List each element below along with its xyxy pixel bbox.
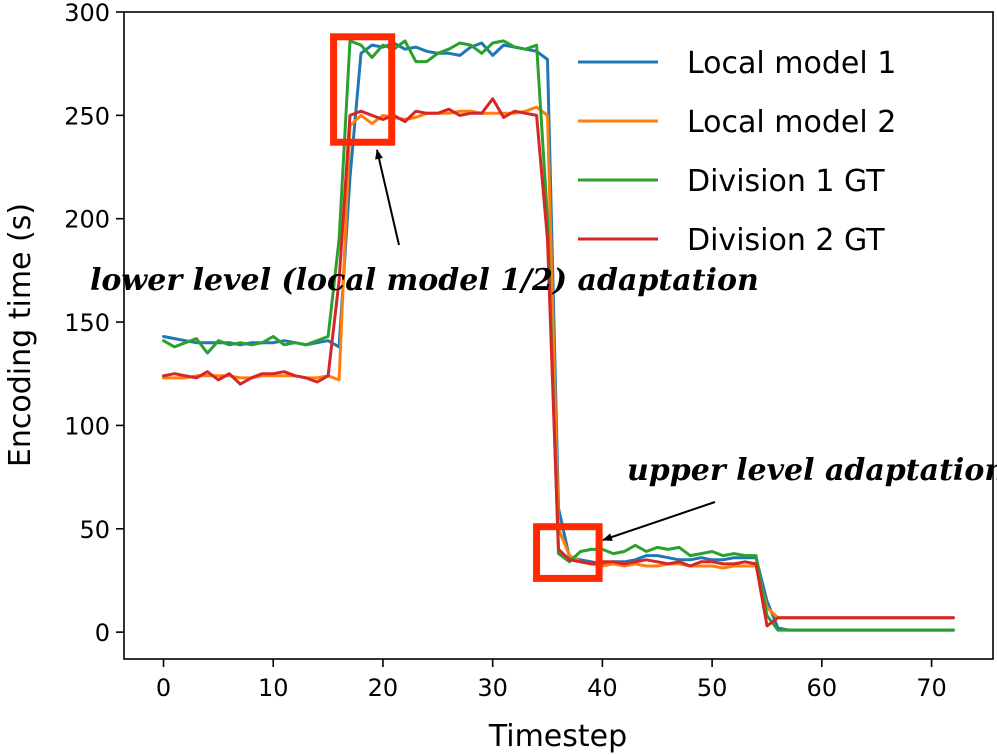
x-tick-label: 10: [258, 674, 289, 702]
annotation-arrow-lower-level: [375, 149, 400, 246]
y-axis-ticks: 0 50 100 150 200 250 300: [64, 0, 124, 647]
legend-label-4: Division 2 GT: [687, 223, 885, 258]
annotation-text-lower-level: lower level (local model 1/2) adaptation: [90, 263, 759, 298]
highlight-box-1: [330, 33, 396, 146]
y-tick-label: 50: [79, 516, 110, 544]
y-tick-label: 0: [95, 619, 110, 647]
y-axis-label: Encoding time (s): [3, 203, 38, 467]
x-tick-label: 60: [807, 674, 838, 702]
legend-label-2: Local model 2: [687, 105, 896, 140]
x-tick-label: 40: [587, 674, 618, 702]
legend-label-1: Local model 1: [687, 46, 896, 81]
legend-label-3: Division 1 GT: [687, 164, 885, 199]
annotation-arrow-upper-level: [602, 501, 716, 541]
legend: Local model 1 Local model 2 Division 1 GT D…: [578, 46, 896, 258]
plot-frame: [123, 11, 994, 660]
x-tick-label: 20: [368, 674, 399, 702]
series-line-4: [162, 97, 955, 628]
x-tick-label: 50: [697, 674, 728, 702]
series-line-3: [162, 39, 955, 632]
annotation-text-upper-level: upper level adaptation: [627, 453, 997, 488]
y-tick-label: 250: [64, 102, 110, 130]
annotation-boxes: [330, 33, 603, 582]
x-axis-label: Timestep: [488, 719, 627, 754]
y-tick-label: 150: [64, 309, 110, 337]
highlight-box-2: [533, 523, 603, 582]
x-tick-label: 0: [156, 674, 171, 702]
x-tick-label: 30: [477, 674, 508, 702]
y-tick-label: 200: [64, 206, 110, 234]
x-axis-ticks: 0 10 20 30 40 50 60 70: [156, 659, 947, 702]
y-tick-label: 300: [64, 0, 110, 27]
y-tick-label: 100: [64, 412, 110, 440]
series-lines: [162, 39, 955, 632]
annotations: lower level (local model 1/2) adaptation…: [90, 149, 997, 541]
x-tick-label: 70: [916, 674, 947, 702]
